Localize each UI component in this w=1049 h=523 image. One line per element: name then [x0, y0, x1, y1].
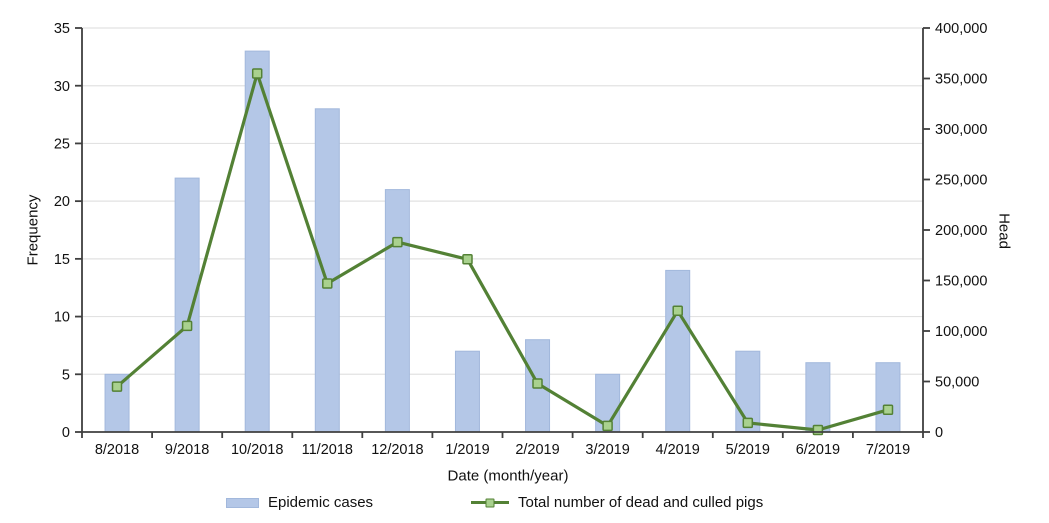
left-axis-tick-label: 10	[54, 310, 70, 326]
line-swatch-marker	[485, 498, 495, 507]
bar-epidemic-cases	[244, 50, 270, 433]
right-axis-tick-label: 100,000	[935, 324, 987, 340]
right-axis-tick-label: 300,000	[935, 122, 987, 138]
line-marker	[392, 236, 403, 248]
line-marker	[251, 68, 263, 79]
left-axis-tick-label: 30	[54, 79, 70, 95]
bar-epidemic-cases	[314, 108, 340, 433]
x-axis-tick-label: 3/2019	[585, 442, 629, 458]
right-axis-tick-label: 150,000	[935, 274, 987, 290]
x-axis-tick-label: 12/2018	[371, 442, 423, 458]
right-axis-tick-label: 400,000	[935, 21, 987, 37]
left-axis-tick-label: 25	[54, 137, 70, 153]
left-axis-tick-label: 0	[62, 425, 70, 441]
left-axis-tick-label: 35	[54, 21, 70, 37]
right-axis-tick-label: 0	[935, 425, 943, 441]
x-axis-tick-label: 8/2018	[95, 442, 139, 458]
line-marker	[812, 424, 824, 436]
bar-swatch-icon	[226, 497, 259, 508]
left-axis-tick-label: 20	[54, 194, 70, 210]
line-swatch-icon	[471, 498, 510, 507]
legend: Epidemic cases Total number of dead and …	[226, 494, 763, 511]
x-axis-tick-label: 1/2019	[445, 442, 489, 458]
bar-epidemic-cases	[174, 177, 200, 433]
legend-label-dead-culled-pigs: Total number of dead and culled pigs	[518, 494, 764, 511]
bar-epidemic-cases	[384, 189, 410, 433]
right-axis-tick-label: 250,000	[935, 173, 987, 189]
bar-epidemic-cases	[875, 362, 901, 433]
line-marker	[532, 378, 543, 389]
bar-epidemic-cases	[805, 362, 831, 433]
left-axis-title: Frequency	[24, 194, 42, 266]
left-axis-tick-label: 5	[62, 367, 70, 383]
x-axis-title: Date (month/year)	[447, 467, 569, 485]
right-axis-tick-label: 200,000	[935, 223, 987, 239]
x-axis-tick-label: 7/2019	[866, 442, 910, 458]
line-marker	[181, 320, 193, 332]
x-axis-tick-label: 11/2018	[302, 442, 353, 458]
line-marker	[462, 254, 473, 265]
line-marker	[882, 404, 894, 416]
bar-epidemic-cases	[665, 269, 691, 433]
legend-item-dead-culled-pigs: Total number of dead and culled pigs	[471, 494, 763, 511]
line-marker	[322, 278, 333, 289]
line-marker	[602, 420, 613, 432]
legend-label-epidemic-cases: Epidemic cases	[268, 494, 374, 511]
bar-epidemic-cases	[454, 350, 480, 433]
legend-item-epidemic-cases: Epidemic cases	[226, 494, 373, 511]
line-marker	[111, 381, 123, 392]
x-axis-tick-label: 4/2019	[656, 442, 700, 458]
x-axis-tick-label: 10/2018	[231, 442, 283, 458]
right-axis-title: Head	[995, 213, 1013, 249]
right-axis-tick-label: 50,000	[935, 375, 979, 391]
line-marker	[742, 417, 754, 429]
x-axis-tick-label: 5/2019	[726, 442, 770, 458]
left-axis-tick-label: 15	[54, 252, 70, 268]
dead-culled-pigs-line	[115, 71, 890, 432]
x-axis-tick-label: 6/2019	[796, 442, 840, 458]
right-axis-tick-label: 350,000	[935, 72, 987, 88]
x-axis-tick-label: 2/2019	[515, 442, 559, 458]
line-marker	[672, 305, 683, 317]
x-axis-tick-label: 9/2018	[165, 442, 209, 458]
